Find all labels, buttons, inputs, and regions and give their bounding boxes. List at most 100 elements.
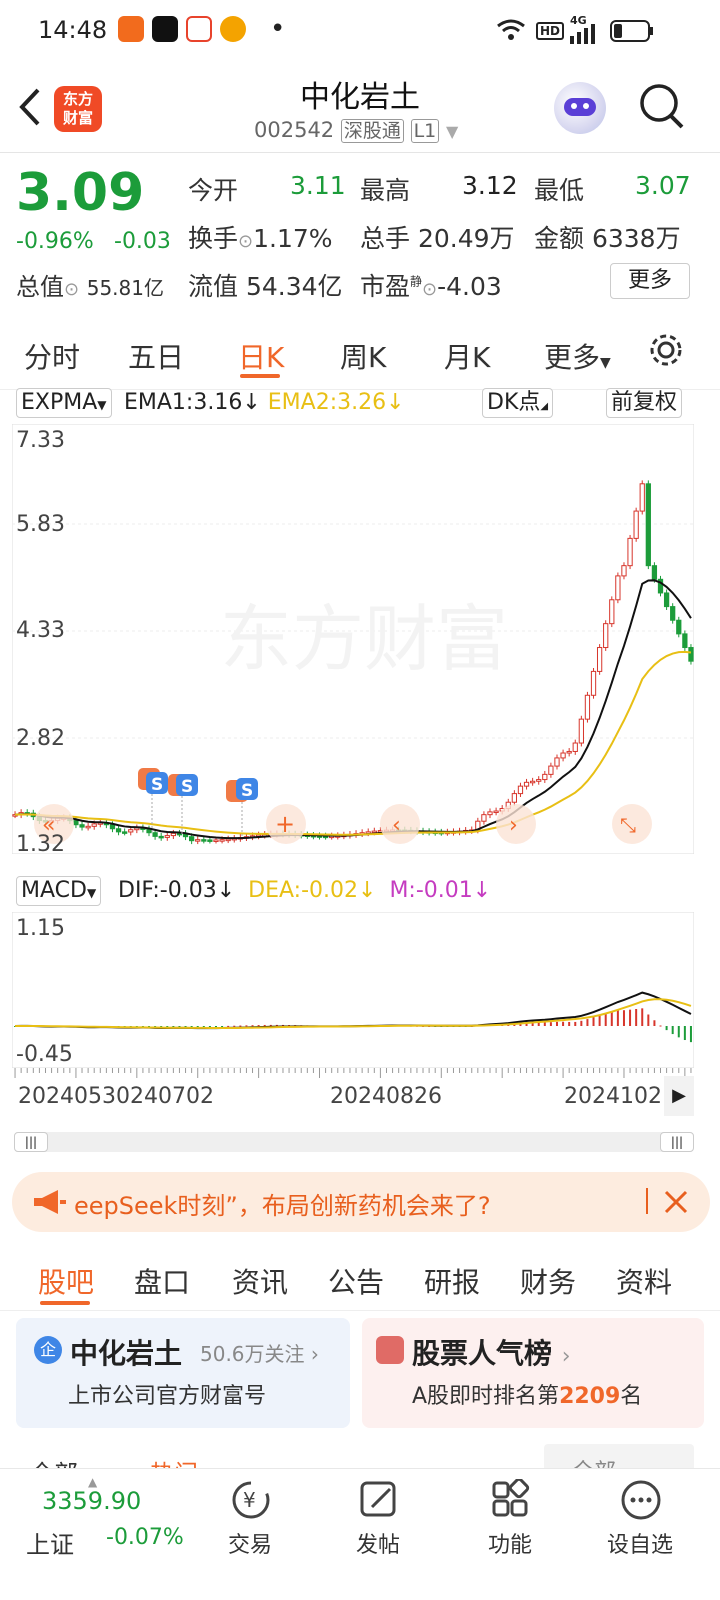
tab-weekly-k[interactable]: 周K <box>340 341 387 374</box>
tab-research[interactable]: 研报 <box>424 1266 481 1299</box>
indicator-select[interactable]: EXPMA▼ <box>16 388 112 418</box>
more-button[interactable]: 更多 <box>610 263 690 299</box>
macd-chart[interactable] <box>12 912 694 1068</box>
status-bar: 14:48 • HD 4G <box>0 0 720 62</box>
robot-assistant-icon[interactable] <box>554 82 606 134</box>
x-label-oct: 2024102 <box>564 1084 662 1109</box>
candle-body <box>651 565 658 580</box>
candle-body <box>542 773 548 781</box>
macd-bar <box>659 1025 662 1027</box>
macd-bar <box>202 1026 205 1027</box>
macd-bar <box>269 1024 272 1026</box>
company-subtitle: 上市公司官方财富号 <box>68 1384 267 1409</box>
tab-news[interactable]: 资讯 <box>232 1266 289 1299</box>
candle-body <box>481 814 487 822</box>
svg-text:S: S <box>241 781 253 801</box>
candle-body <box>493 810 499 814</box>
y-label-4: 2.82 <box>16 726 65 751</box>
float-value: 流值 54.34亿 <box>188 272 343 301</box>
macd-bar <box>172 1026 175 1027</box>
tab-monthly-k[interactable]: 月K <box>444 341 491 374</box>
settings-gear-icon[interactable] <box>646 330 686 370</box>
range-handle-right[interactable]: ||| <box>660 1132 694 1152</box>
close-icon[interactable] <box>664 1190 688 1214</box>
range-slider-track[interactable]: ||| ||| <box>14 1132 694 1152</box>
sell-signal-markers[interactable]: S S S <box>138 768 258 838</box>
candle-body <box>195 839 201 842</box>
eastmoney-logo: 东方 财富 <box>54 86 102 132</box>
macd-y-high: 1.15 <box>16 916 65 941</box>
popularity-rank-card[interactable]: 股票人气榜 › A股即时排名第2209名 <box>362 1318 704 1428</box>
edit-post-icon <box>360 1481 396 1517</box>
app-icon-taobao <box>186 16 212 42</box>
candle-body <box>189 836 195 842</box>
trade-yuan-icon: ¥ <box>232 1481 270 1519</box>
macd-bar <box>671 1026 674 1035</box>
candle-body <box>682 633 688 649</box>
low-value: 3.07 <box>635 171 691 200</box>
tab-daily-k[interactable]: 日K <box>238 341 285 374</box>
candle-body <box>633 510 639 539</box>
candle-body <box>79 824 85 828</box>
macd-bar <box>160 1026 163 1027</box>
candle-body <box>627 537 633 567</box>
macd-bar <box>208 1026 211 1027</box>
search-icon[interactable] <box>638 82 686 132</box>
macd-bar <box>616 1010 619 1026</box>
company-account-card[interactable]: 企 中化岩土 50.6万关注 › 上市公司官方财富号 <box>16 1318 350 1428</box>
kline-chart[interactable]: 东方财富 S S S « + ‹ › ⤡ <box>12 424 694 854</box>
battery-icon <box>610 20 653 42</box>
macd-select[interactable]: MACD▼ <box>16 876 102 906</box>
tab-guba[interactable]: 股吧 <box>38 1266 95 1299</box>
macd-bar <box>214 1026 217 1027</box>
back-arrow-icon[interactable] <box>14 86 44 128</box>
tab-more[interactable]: 更多▼ <box>544 341 611 374</box>
volume: 总手 20.49万 <box>360 224 515 253</box>
macd-bar <box>190 1026 193 1027</box>
svg-text:›: › <box>509 813 518 838</box>
candle-body <box>225 838 231 842</box>
tab-profile[interactable]: 资料 <box>616 1266 673 1299</box>
megaphone-icon <box>34 1190 66 1214</box>
candle-body <box>128 829 134 833</box>
macd-bar <box>653 1020 656 1026</box>
high-label: 最高 <box>360 176 411 205</box>
candle-body <box>487 811 493 816</box>
y-label-3: 4.33 <box>16 618 65 643</box>
candle-body <box>603 623 609 649</box>
candle-body <box>201 839 207 842</box>
macd-bar <box>275 1024 278 1026</box>
tab-finance[interactable]: 财务 <box>520 1266 577 1299</box>
open-label: 今开 <box>188 176 239 205</box>
macd-bar <box>263 1024 266 1026</box>
scroll-right-button[interactable]: ▶ <box>664 1076 694 1116</box>
candle-body <box>663 592 670 608</box>
adjust-button[interactable]: 前复权 <box>606 388 683 418</box>
tab-five-day[interactable]: 五日 <box>128 341 185 374</box>
macd-bar <box>580 1020 583 1026</box>
candle-body <box>609 599 615 625</box>
candle-body <box>670 606 676 621</box>
dropdown-icon[interactable]: ▼ <box>445 122 459 141</box>
macd-bar <box>166 1026 169 1027</box>
x-axis-ticks <box>14 1068 692 1078</box>
macd-bar <box>233 1025 236 1027</box>
index-value: 3359.90 <box>42 1487 142 1515</box>
rank-chart-icon <box>376 1336 404 1364</box>
tab-pankou[interactable]: 盘口 <box>134 1266 191 1299</box>
candle-body <box>639 483 645 512</box>
dk-point-button[interactable]: DK点◢ <box>482 388 554 418</box>
chart-overlay-buttons[interactable]: « + ‹ › ⤡ <box>34 804 652 844</box>
macd-bar <box>677 1026 680 1038</box>
stock-code-row: 002542 深股通 L1 ▼ <box>254 116 458 143</box>
macd-bar <box>184 1026 187 1027</box>
tab-announcement[interactable]: 公告 <box>328 1266 385 1299</box>
range-handle-left[interactable]: ||| <box>14 1132 48 1152</box>
watermark: 东方财富 <box>220 597 508 681</box>
news-banner[interactable]: eepSeek时刻”，布局创新药机会来了? <box>12 1172 710 1232</box>
macd-bar <box>245 1025 248 1027</box>
macd-bar <box>239 1025 242 1027</box>
tab-intraday[interactable]: 分时 <box>24 341 81 374</box>
grid-function-icon <box>492 1479 530 1517</box>
follow-count: 50.6万关注 › <box>200 1342 319 1366</box>
